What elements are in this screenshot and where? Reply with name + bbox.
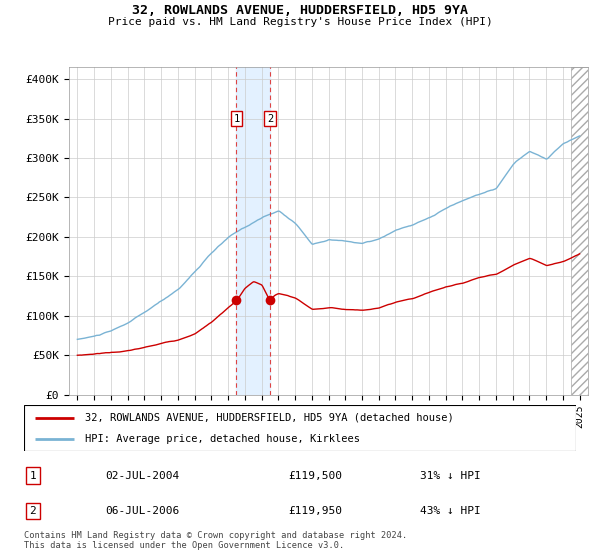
Text: 32, ROWLANDS AVENUE, HUDDERSFIELD, HD5 9YA (detached house): 32, ROWLANDS AVENUE, HUDDERSFIELD, HD5 9… <box>85 413 454 423</box>
Bar <box>571 67 588 395</box>
Text: 1: 1 <box>29 471 37 481</box>
Text: £119,950: £119,950 <box>288 506 342 516</box>
Text: 2: 2 <box>267 114 273 124</box>
Text: Price paid vs. HM Land Registry's House Price Index (HPI): Price paid vs. HM Land Registry's House … <box>107 17 493 27</box>
Text: £119,500: £119,500 <box>288 471 342 481</box>
Text: 32, ROWLANDS AVENUE, HUDDERSFIELD, HD5 9YA: 32, ROWLANDS AVENUE, HUDDERSFIELD, HD5 9… <box>132 4 468 17</box>
Text: 31% ↓ HPI: 31% ↓ HPI <box>420 471 481 481</box>
Text: 1: 1 <box>233 114 239 124</box>
Text: HPI: Average price, detached house, Kirklees: HPI: Average price, detached house, Kirk… <box>85 435 360 444</box>
Text: 06-JUL-2006: 06-JUL-2006 <box>105 506 179 516</box>
Text: 43% ↓ HPI: 43% ↓ HPI <box>420 506 481 516</box>
Text: 02-JUL-2004: 02-JUL-2004 <box>105 471 179 481</box>
Text: 2: 2 <box>29 506 37 516</box>
Bar <box>236 67 270 395</box>
Text: Contains HM Land Registry data © Crown copyright and database right 2024.
This d: Contains HM Land Registry data © Crown c… <box>24 530 407 550</box>
